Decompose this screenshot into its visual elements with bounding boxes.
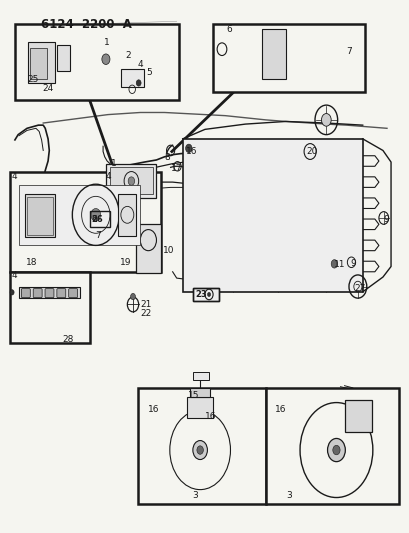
Bar [92, 227, 110, 241]
Text: 1: 1 [103, 38, 109, 47]
Text: 7: 7 [345, 47, 351, 56]
Bar [121, 69, 144, 87]
Text: 3: 3 [285, 491, 291, 500]
Bar [192, 288, 219, 301]
Bar [25, 193, 55, 238]
FancyBboxPatch shape [33, 289, 42, 297]
Text: 6: 6 [91, 214, 97, 223]
Bar [265, 388, 398, 504]
Circle shape [91, 208, 100, 221]
Bar [10, 172, 160, 272]
Text: 22: 22 [140, 310, 151, 319]
Circle shape [100, 216, 105, 222]
Text: 4: 4 [11, 172, 17, 181]
Text: 2: 2 [125, 51, 130, 60]
Circle shape [130, 293, 135, 300]
Text: 16: 16 [274, 406, 285, 415]
Text: 8: 8 [164, 153, 170, 162]
Circle shape [327, 439, 344, 462]
FancyBboxPatch shape [57, 289, 65, 297]
Circle shape [332, 445, 339, 455]
Circle shape [192, 441, 207, 459]
FancyBboxPatch shape [45, 289, 54, 297]
Bar [27, 197, 53, 235]
Text: 17: 17 [170, 164, 182, 173]
Circle shape [330, 260, 337, 268]
Text: 19: 19 [120, 258, 131, 267]
Text: 11: 11 [334, 261, 345, 269]
Text: 10: 10 [162, 246, 173, 255]
Circle shape [136, 80, 141, 86]
Text: 9: 9 [350, 260, 355, 268]
Bar [190, 388, 210, 397]
Circle shape [196, 446, 203, 454]
Bar [19, 287, 79, 298]
Bar [182, 139, 362, 292]
Text: 27: 27 [354, 284, 365, 293]
Bar [90, 211, 110, 227]
Bar [344, 400, 371, 432]
Circle shape [101, 54, 110, 64]
Circle shape [321, 114, 330, 126]
Bar [261, 29, 285, 79]
Bar [57, 45, 70, 71]
Bar [30, 47, 47, 79]
Text: 4: 4 [137, 60, 143, 69]
Bar [28, 42, 55, 83]
FancyBboxPatch shape [21, 289, 30, 297]
Text: 9: 9 [382, 214, 388, 223]
Text: 18: 18 [26, 258, 38, 267]
Circle shape [93, 216, 98, 222]
Text: 25: 25 [28, 75, 39, 84]
Text: 5: 5 [146, 68, 152, 77]
Bar [192, 288, 219, 301]
Bar [19, 185, 140, 245]
Circle shape [128, 177, 134, 185]
Text: 16: 16 [204, 413, 216, 421]
Text: 4: 4 [106, 172, 111, 181]
Circle shape [185, 144, 191, 152]
Text: 3: 3 [191, 491, 197, 500]
Bar [15, 24, 178, 100]
Text: 15: 15 [188, 391, 199, 400]
Bar [213, 24, 364, 92]
Text: 26: 26 [92, 214, 103, 223]
Text: 20: 20 [306, 147, 317, 156]
Text: 7: 7 [95, 231, 101, 240]
Bar [110, 167, 153, 193]
Text: 28: 28 [63, 335, 74, 344]
Bar [187, 397, 213, 418]
Bar [118, 193, 136, 236]
Text: 6124  2200  A: 6124 2200 A [41, 18, 132, 30]
Text: 4: 4 [11, 271, 17, 280]
Text: 24: 24 [42, 84, 54, 93]
Text: 23: 23 [194, 290, 206, 298]
Bar [192, 372, 209, 381]
FancyBboxPatch shape [69, 289, 77, 297]
Bar [106, 164, 156, 198]
Circle shape [10, 290, 14, 295]
Bar [138, 388, 265, 504]
Bar [90, 211, 110, 227]
Circle shape [207, 292, 210, 296]
Text: 1: 1 [111, 159, 117, 168]
Bar [136, 224, 160, 273]
Text: 21: 21 [140, 300, 151, 309]
Text: 16: 16 [148, 406, 160, 415]
Text: 6: 6 [226, 25, 231, 34]
Bar [10, 272, 90, 343]
Text: 16: 16 [185, 147, 197, 156]
